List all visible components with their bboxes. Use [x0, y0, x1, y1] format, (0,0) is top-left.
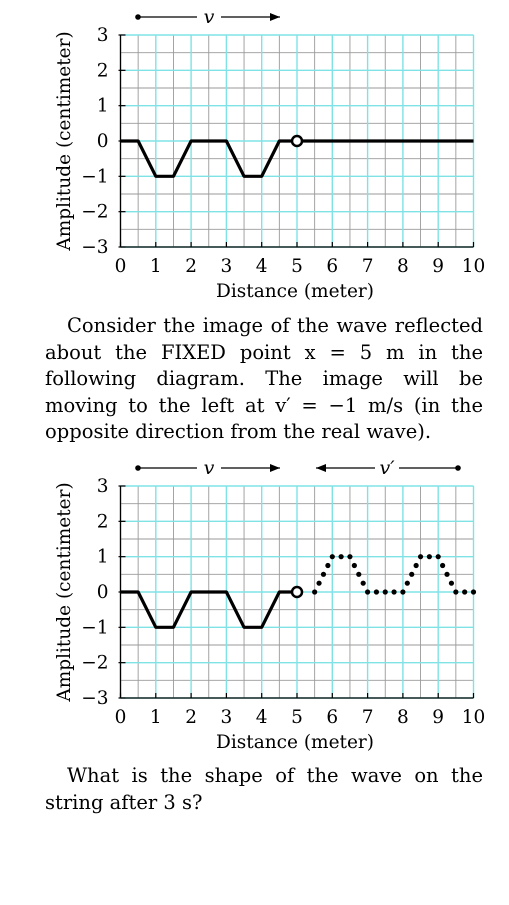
x-axis-label: Distance (meter) [216, 732, 374, 753]
wave-line [120, 590, 297, 629]
reflected-wave-dot [320, 571, 327, 577]
x-tick-label: 1 [150, 256, 162, 277]
question-paragraph: What is the shape of the wave on the str… [45, 764, 483, 814]
x-tick-label: 10 [462, 707, 486, 728]
velocity-arrow-label: v [204, 6, 215, 28]
reflected-velocity-arrow-arrowhead [316, 464, 326, 472]
x-tick-label: 9 [432, 707, 444, 728]
reflected-wave-dot [413, 562, 419, 569]
reflected-wave-dot [347, 554, 353, 560]
velocity-arrow-arrowhead [270, 13, 280, 21]
x-tick-label: 0 [115, 256, 127, 277]
y-tick-label: 0 [97, 582, 109, 603]
x-tick-label: 5 [291, 256, 303, 277]
reflected-wave-dot [453, 589, 459, 595]
reflected-wave-dot [351, 562, 357, 569]
x-tick-label: 2 [185, 707, 197, 728]
y-axis-label: Amplitude (centimeter) [54, 482, 75, 702]
reflected-wave-dot [338, 554, 344, 560]
reflected-wave-dot [404, 580, 410, 586]
y-tick-label: 1 [97, 96, 109, 117]
y-tick-label: 2 [97, 60, 109, 81]
y-tick-label: −3 [81, 237, 108, 258]
y-tick-label: −1 [81, 166, 108, 187]
x-tick-label: 0 [115, 707, 127, 728]
y-tick-label: 2 [97, 511, 109, 532]
explanation-paragraph: Consider the image of the wave reflected… [45, 314, 483, 443]
x-tick-label: 6 [326, 256, 338, 277]
x-tick-label: 3 [221, 256, 233, 277]
reflected-wave-dot [365, 589, 371, 595]
y-tick-label: −3 [81, 688, 108, 709]
reflected-wave-dot [409, 571, 415, 577]
x-tick-label: 4 [256, 707, 268, 728]
reflected-wave-dot [356, 571, 362, 577]
y-tick-label: −2 [81, 202, 108, 223]
x-axis-label: Distance (meter) [216, 281, 374, 302]
reflected-wave-dot [373, 589, 380, 595]
y-axis-label: Amplitude (centimeter) [54, 31, 75, 251]
x-tick-label: 7 [362, 707, 374, 728]
y-tick-label: 3 [97, 476, 109, 497]
reflected-wave-dot [426, 554, 432, 560]
reflected-wave-dot [360, 580, 366, 586]
reflected-wave-dot [316, 580, 322, 586]
reflected-wave-dot [391, 589, 397, 595]
y-tick-label: 1 [97, 547, 109, 568]
x-tick-label: 5 [291, 707, 303, 728]
y-tick-label: −2 [81, 653, 108, 674]
x-tick-label: 9 [432, 256, 444, 277]
reflected-wave-dot [440, 562, 446, 569]
fixed-point-marker [290, 585, 304, 599]
x-tick-label: 2 [185, 256, 197, 277]
velocity-arrow-arrowhead [270, 464, 280, 472]
reflected-wave-dot [329, 554, 335, 560]
reflected-wave-dot [435, 554, 441, 560]
y-tick-label: 0 [97, 131, 109, 152]
x-tick-label: 1 [150, 707, 162, 728]
wave-line [120, 139, 474, 178]
reflected-wave-dot [462, 589, 468, 595]
velocity-arrow-label: v [204, 457, 215, 479]
reflected-wave-dot [444, 571, 450, 577]
y-tick-label: 3 [97, 25, 109, 46]
reflected-wave-dot [382, 589, 388, 595]
x-tick-label: 4 [256, 256, 268, 277]
x-tick-label: 8 [397, 256, 409, 277]
x-tick-label: 7 [362, 256, 374, 277]
fixed-point-marker [290, 134, 304, 148]
reflected-velocity-arrow-label: v′ [379, 457, 395, 479]
reflected-wave-dot [312, 589, 318, 595]
reflected-wave-dot [325, 562, 331, 569]
reflected-wave-dot [400, 589, 406, 595]
y-tick-label: −1 [81, 617, 108, 638]
x-tick-label: 6 [326, 707, 338, 728]
x-tick-label: 10 [462, 256, 486, 277]
x-tick-label: 3 [221, 707, 233, 728]
reflected-wave-dot [470, 589, 477, 595]
reflected-wave-dot [448, 580, 455, 586]
x-tick-label: 8 [397, 707, 409, 728]
reflected-wave-dot [417, 554, 424, 560]
